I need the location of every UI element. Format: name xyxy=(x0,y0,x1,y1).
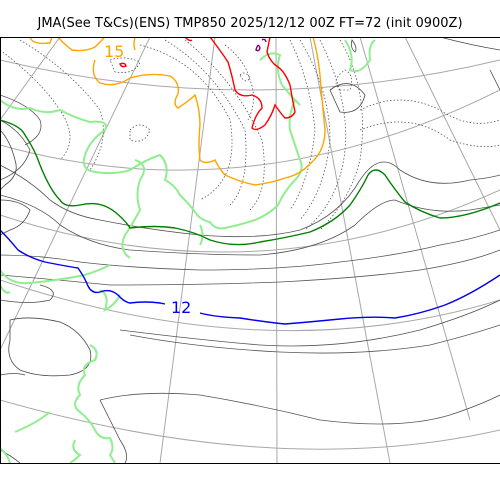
dotted-contour xyxy=(139,44,233,201)
coastline xyxy=(0,199,31,236)
isotherm-15-label: 15 xyxy=(104,42,124,61)
parallel-line xyxy=(0,59,500,91)
isotherm-12 xyxy=(0,229,500,325)
isotherm-segment xyxy=(14,411,51,433)
meridian-line xyxy=(0,37,151,351)
coastline xyxy=(0,129,17,191)
coastline xyxy=(489,69,500,91)
map-canvas: 12 15 xyxy=(0,37,500,463)
dotted-contour xyxy=(319,39,363,231)
dotted-contour xyxy=(224,44,254,121)
dotted-contour xyxy=(359,121,500,148)
isotherm-segment xyxy=(92,37,326,186)
meridian-line xyxy=(159,37,216,463)
isotherm-segment xyxy=(0,284,11,294)
solid-contour xyxy=(0,249,500,286)
dotted-contour xyxy=(239,72,251,82)
dotted-contour xyxy=(335,69,353,91)
isotherm-segment xyxy=(0,264,111,285)
isotherm-segment xyxy=(69,439,82,463)
isotherm-segment xyxy=(261,38,267,43)
dotted-contour xyxy=(299,39,331,221)
isotherm-segment xyxy=(184,37,193,42)
dotted-contour xyxy=(359,99,500,124)
isotherm-12-label: 12 xyxy=(171,298,191,317)
meridian-line xyxy=(404,37,500,231)
solid-contour xyxy=(0,94,42,146)
isotherm-segment xyxy=(74,344,116,463)
isotherm-segment xyxy=(209,37,296,131)
isotherm-segment xyxy=(119,62,127,68)
isotherm-segment xyxy=(29,37,53,45)
isotherm-red xyxy=(119,37,296,131)
isotherm-segment xyxy=(133,37,136,51)
isotherm-segment xyxy=(255,44,261,52)
solid-contour xyxy=(119,299,500,347)
dotted-contour xyxy=(19,39,104,171)
dotted-contour xyxy=(129,124,151,142)
dotted-contour xyxy=(109,57,141,73)
isotherm-segment xyxy=(121,159,145,259)
solid-contour xyxy=(0,119,31,181)
meridian-line xyxy=(359,37,471,421)
isotherm-orange xyxy=(29,37,326,186)
isotherm-segment xyxy=(0,447,11,463)
solid-contour xyxy=(0,161,500,238)
isotherm-segment xyxy=(57,37,106,52)
solid-contour xyxy=(129,324,500,354)
coastline xyxy=(0,373,26,376)
coastline xyxy=(8,317,92,377)
dotted-contours xyxy=(0,39,500,231)
map-area: 12 15 xyxy=(0,37,500,463)
solid-contours xyxy=(0,94,500,425)
dotted-contour xyxy=(184,39,265,211)
parallel-line xyxy=(0,89,500,171)
dotted-contour xyxy=(164,39,247,206)
solid-contour xyxy=(0,229,500,271)
isotherm-light-green xyxy=(0,39,376,463)
isotherm-segment xyxy=(344,39,376,73)
coastline xyxy=(439,37,500,51)
graticule xyxy=(0,37,500,463)
isotherm-segment xyxy=(0,99,303,230)
isotherm-segment xyxy=(199,224,204,246)
isotherm-segment xyxy=(259,52,301,106)
solid-contour xyxy=(99,392,500,425)
coastline xyxy=(99,399,128,463)
dotted-contour xyxy=(289,39,316,211)
isotherm-segment xyxy=(99,289,121,312)
map-title: JMA(See T&Cs)(ENS) TMP850 2025/12/12 00Z… xyxy=(37,16,463,31)
isotherm-purple xyxy=(255,38,267,52)
coastlines xyxy=(0,37,500,463)
isotherm-green xyxy=(0,119,500,246)
parallel-line xyxy=(0,279,500,332)
coastline xyxy=(329,83,366,113)
coastline xyxy=(351,39,357,53)
coastline xyxy=(0,284,54,303)
solid-contour xyxy=(0,194,500,256)
parallel-line xyxy=(0,399,500,450)
